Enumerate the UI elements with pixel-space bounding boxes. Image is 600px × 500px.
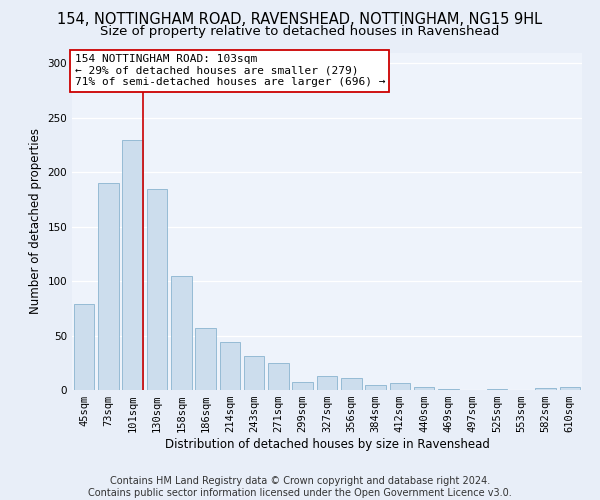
Bar (535, 388, 556, 390)
Bar (220, 342, 240, 390)
Bar (146, 188, 167, 390)
Y-axis label: Number of detached properties: Number of detached properties (29, 128, 42, 314)
Bar (414, 386, 434, 390)
Bar (122, 140, 143, 390)
Bar (195, 328, 216, 390)
Bar (560, 386, 580, 390)
Text: 154, NOTTINGHAM ROAD, RAVENSHEAD, NOTTINGHAM, NG15 9HL: 154, NOTTINGHAM ROAD, RAVENSHEAD, NOTTIN… (58, 12, 542, 28)
Bar (487, 389, 508, 390)
Text: Size of property relative to detached houses in Ravenshead: Size of property relative to detached ho… (100, 25, 500, 38)
Bar (98, 183, 119, 390)
Bar (389, 384, 410, 390)
Bar (268, 363, 289, 390)
Bar (171, 276, 191, 390)
Text: Contains HM Land Registry data © Crown copyright and database right 2024.
Contai: Contains HM Land Registry data © Crown c… (88, 476, 512, 498)
Bar (365, 384, 386, 390)
Bar (74, 304, 94, 390)
Text: 154 NOTTINGHAM ROAD: 103sqm
← 29% of detached houses are smaller (279)
71% of se: 154 NOTTINGHAM ROAD: 103sqm ← 29% of det… (74, 54, 385, 88)
Bar (244, 356, 265, 390)
Bar (317, 376, 337, 390)
Bar (341, 378, 362, 390)
Bar (438, 389, 459, 390)
X-axis label: Distribution of detached houses by size in Ravenshead: Distribution of detached houses by size … (164, 438, 490, 451)
Bar (292, 382, 313, 390)
